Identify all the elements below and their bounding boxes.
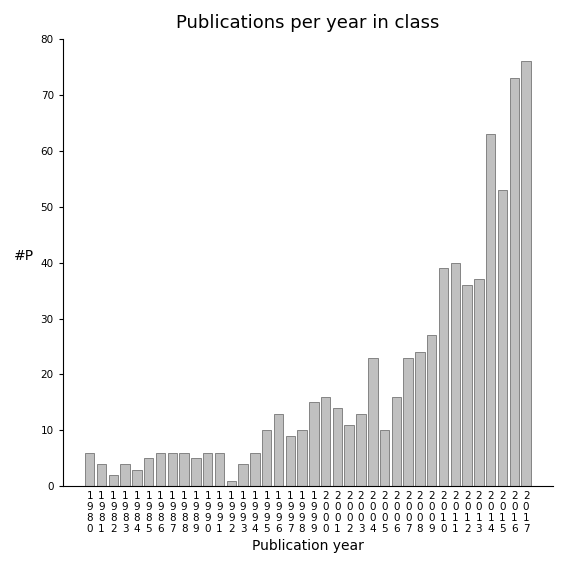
Bar: [427, 335, 437, 486]
Bar: [262, 430, 272, 486]
Bar: [203, 452, 213, 486]
Bar: [274, 413, 283, 486]
Bar: [191, 458, 201, 486]
Bar: [380, 430, 390, 486]
Bar: [463, 285, 472, 486]
Bar: [97, 464, 106, 486]
Bar: [227, 481, 236, 486]
Bar: [250, 452, 260, 486]
Bar: [333, 408, 342, 486]
Bar: [120, 464, 130, 486]
Bar: [498, 190, 507, 486]
Bar: [474, 280, 484, 486]
Bar: [439, 268, 448, 486]
Bar: [286, 436, 295, 486]
Bar: [85, 452, 95, 486]
Bar: [510, 78, 519, 486]
Bar: [486, 134, 496, 486]
Bar: [392, 397, 401, 486]
Bar: [321, 397, 331, 486]
X-axis label: Publication year: Publication year: [252, 539, 364, 553]
Bar: [356, 413, 366, 486]
Bar: [415, 352, 425, 486]
Bar: [345, 425, 354, 486]
Bar: [368, 358, 378, 486]
Bar: [168, 452, 177, 486]
Bar: [156, 452, 165, 486]
Bar: [238, 464, 248, 486]
Bar: [451, 263, 460, 486]
Bar: [404, 358, 413, 486]
Bar: [297, 430, 307, 486]
Title: Publications per year in class: Publications per year in class: [176, 14, 439, 32]
Bar: [179, 452, 189, 486]
Bar: [522, 61, 531, 486]
Bar: [144, 458, 154, 486]
Bar: [215, 452, 224, 486]
Bar: [132, 469, 142, 486]
Bar: [109, 475, 118, 486]
Bar: [309, 403, 319, 486]
Y-axis label: #P: #P: [14, 249, 34, 263]
